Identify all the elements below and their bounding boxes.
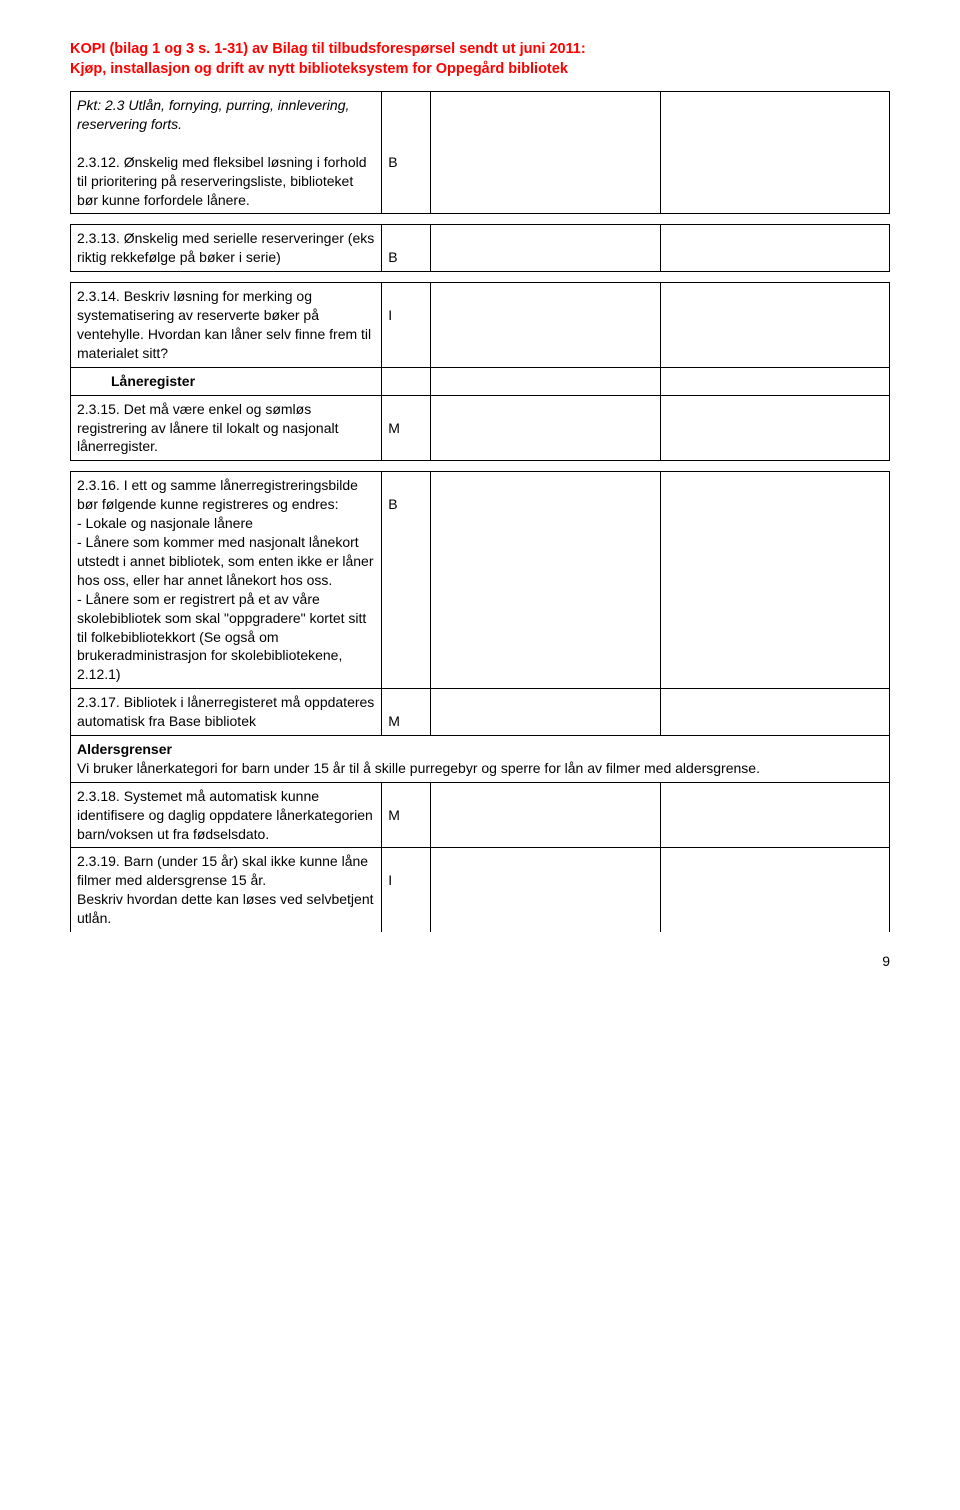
cell-blank (431, 848, 660, 932)
cell-blank (431, 395, 660, 461)
cell-code: M (382, 689, 431, 736)
row-text: Barn (under 15 år) skal ikke kunne låne … (77, 853, 374, 926)
row-num: 2.3.14. (77, 288, 120, 304)
table-row: 2.3.17. Bibliotek i lånerregisteret må o… (71, 689, 890, 736)
cell-desc: 2.3.15. Det må være enkel og sømløs regi… (71, 395, 382, 461)
cell-code: I (382, 848, 431, 932)
row-prefix: Pkt: 2.3 Utlån, fornying, purring, innle… (77, 97, 349, 132)
table-row: 2.3.15. Det må være enkel og sømløs regi… (71, 395, 890, 461)
cell-blank (660, 225, 889, 272)
row-text: Bibliotek i lånerregisteret må oppdatere… (77, 694, 374, 729)
document-header: KOPI (bilag 1 og 3 s. 1-31) av Bilag til… (70, 40, 890, 79)
cell-blank (431, 225, 660, 272)
header-line2: Kjøp, installasjon og drift av nytt bibl… (70, 61, 568, 77)
row-text: Ønskelig med fleksibel løsning i forhold… (77, 154, 367, 208)
table-row: 2.3.14. Beskriv løsning for merking og s… (71, 283, 890, 368)
header-line1: KOPI (bilag 1 og 3 s. 1-31) av Bilag til… (70, 41, 586, 57)
cell-code: I (382, 283, 431, 368)
cell-blank (660, 848, 889, 932)
table-row: 2.3.18. Systemet må automatisk kunne ide… (71, 782, 890, 848)
cell-code: B (382, 92, 431, 214)
cell-blank (431, 472, 660, 689)
section-title: Aldersgrenser (77, 741, 172, 757)
section-title: Låneregister (111, 373, 195, 389)
section-text: Vi bruker lånerkategori for barn under 1… (77, 760, 760, 776)
cell-blank (660, 367, 889, 395)
cell-desc: Pkt: 2.3 Utlån, fornying, purring, innle… (71, 92, 382, 214)
cell-section-full: Aldersgrenser Vi bruker lånerkategori fo… (71, 735, 890, 782)
cell-blank (660, 395, 889, 461)
cell-blank (431, 283, 660, 368)
cell-code: B (382, 225, 431, 272)
cell-blank (431, 92, 660, 214)
cell-blank (431, 782, 660, 848)
row-num: 2.3.15. (77, 401, 120, 417)
requirements-table-1: Pkt: 2.3 Utlån, fornying, purring, innle… (70, 91, 890, 214)
page-number: 9 (70, 952, 890, 971)
row-text: Systemet må automatisk kunne identifiser… (77, 788, 373, 842)
row-text-p1: I ett og samme lånerregistreringsbilde b… (77, 477, 358, 512)
cell-desc: 2.3.14. Beskriv løsning for merking og s… (71, 283, 382, 368)
cell-desc: 2.3.17. Bibliotek i lånerregisteret må o… (71, 689, 382, 736)
cell-code: M (382, 395, 431, 461)
cell-code: M (382, 782, 431, 848)
row-text: Beskriv løsning for merking og systemati… (77, 288, 371, 361)
row-num: 2.3.16. (77, 477, 120, 493)
row-text-p2: - Lokale og nasjonale lånere - Lånere so… (77, 515, 374, 682)
requirements-table-3: 2.3.14. Beskriv løsning for merking og s… (70, 282, 890, 461)
table-row-section: Aldersgrenser Vi bruker lånerkategori fo… (71, 735, 890, 782)
cell-blank (382, 367, 431, 395)
cell-desc: 2.3.16. I ett og samme lånerregistrering… (71, 472, 382, 689)
table-row: Pkt: 2.3 Utlån, fornying, purring, innle… (71, 92, 890, 214)
table-row: 2.3.13. Ønskelig med serielle reserverin… (71, 225, 890, 272)
requirements-table-4: 2.3.16. I ett og samme lånerregistrering… (70, 471, 890, 932)
cell-blank (660, 782, 889, 848)
cell-desc: 2.3.18. Systemet må automatisk kunne ide… (71, 782, 382, 848)
cell-blank (431, 367, 660, 395)
row-text: Ønskelig med serielle reserveringer (eks… (77, 230, 374, 265)
row-num: 2.3.17. (77, 694, 120, 710)
cell-blank (660, 689, 889, 736)
cell-code: B (382, 472, 431, 689)
cell-desc: 2.3.19. Barn (under 15 år) skal ikke kun… (71, 848, 382, 932)
table-row: 2.3.19. Barn (under 15 år) skal ikke kun… (71, 848, 890, 932)
table-row-section: Låneregister (71, 367, 890, 395)
requirements-table-2: 2.3.13. Ønskelig med serielle reserverin… (70, 224, 890, 272)
cell-blank (431, 689, 660, 736)
cell-section: Låneregister (71, 367, 382, 395)
cell-desc: 2.3.13. Ønskelig med serielle reserverin… (71, 225, 382, 272)
row-num: 2.3.13. (77, 230, 120, 246)
table-row: 2.3.16. I ett og samme lånerregistrering… (71, 472, 890, 689)
row-num: 2.3.18. (77, 788, 120, 804)
cell-blank (660, 283, 889, 368)
row-num: 2.3.12. (77, 154, 120, 170)
row-num: 2.3.19. (77, 853, 120, 869)
cell-blank (660, 92, 889, 214)
cell-blank (660, 472, 889, 689)
